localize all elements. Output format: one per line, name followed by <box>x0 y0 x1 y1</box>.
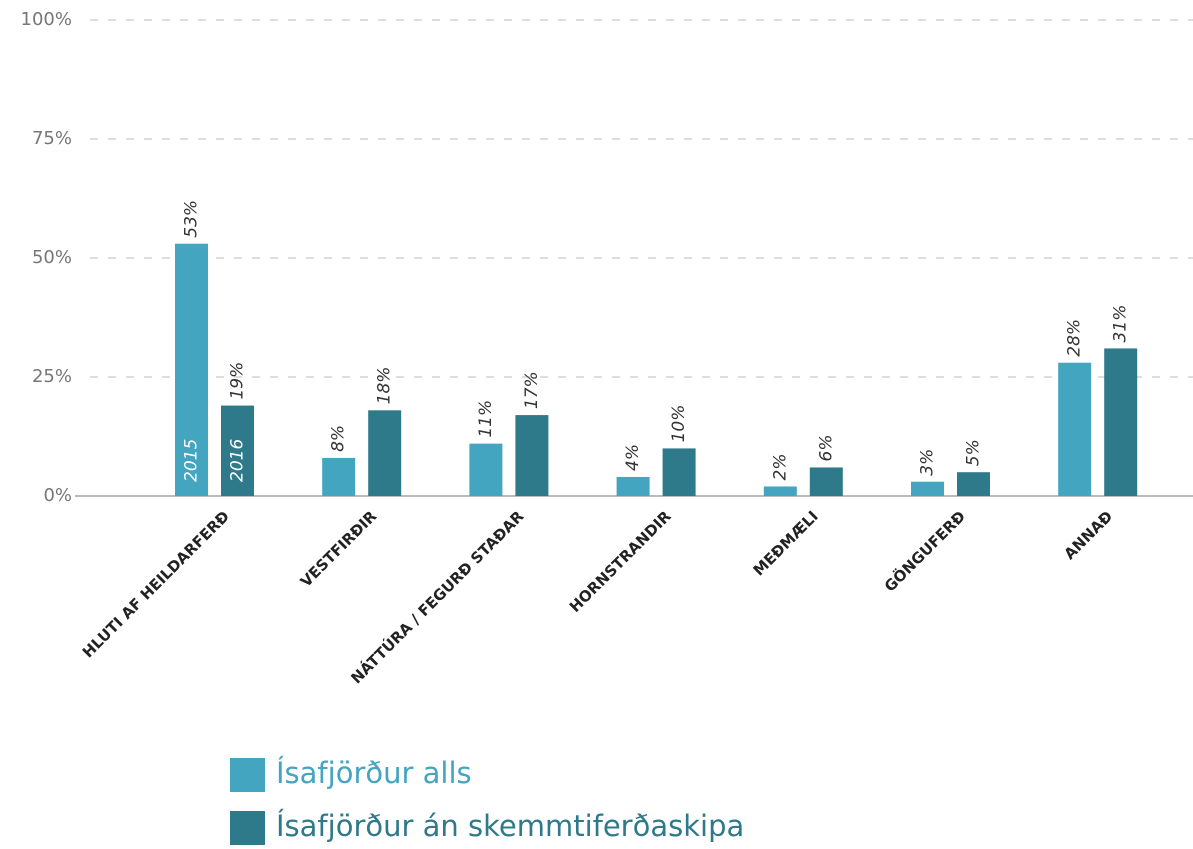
y-tick-label: 100% <box>21 9 72 30</box>
bar <box>368 410 402 496</box>
data-label: 18% <box>375 367 395 405</box>
bar <box>763 486 797 496</box>
data-label: 4% <box>623 444 643 471</box>
y-tick-label: 25% <box>32 366 72 387</box>
bar <box>957 472 990 496</box>
bar <box>1058 362 1092 496</box>
legend-swatch <box>230 811 265 845</box>
bar <box>175 243 208 496</box>
bar <box>1104 348 1138 496</box>
bar <box>221 405 254 496</box>
x-tick-label: HORNSTRANDIR <box>566 507 675 616</box>
y-tick-label: 0% <box>43 485 72 506</box>
bar <box>809 467 843 496</box>
data-label: 6% <box>816 434 836 461</box>
data-label: 5% <box>964 439 984 466</box>
x-tick-label: MEÐMÆLI <box>750 507 822 579</box>
x-tick-label: VESTFIRÐIR <box>297 507 381 591</box>
bar <box>911 481 944 496</box>
data-label: 28% <box>1065 319 1085 357</box>
bar <box>515 415 549 496</box>
bar <box>469 443 503 496</box>
data-label: 17% <box>522 371 542 409</box>
x-tick-label: NÁTTÚRA / FEGURÐ STAÐAR <box>347 506 528 687</box>
legend-label: Ísafjörður alls <box>276 756 472 790</box>
bar <box>616 476 650 496</box>
data-label: 31% <box>1111 305 1131 343</box>
bar <box>662 448 696 496</box>
data-label: 10% <box>669 405 689 443</box>
y-tick-label: 50% <box>32 247 72 268</box>
data-label: 2% <box>770 453 790 480</box>
annotation: 2016 <box>228 439 248 482</box>
x-tick-label: HLUTI AF HEILDARFERÐ <box>79 507 233 661</box>
y-tick-label: 75% <box>32 128 72 149</box>
data-label: 8% <box>329 425 349 452</box>
data-label: 53% <box>182 200 202 238</box>
data-label: 11% <box>476 400 496 438</box>
legend-swatch <box>230 758 265 792</box>
x-tick-label: ANNAÐ <box>1060 507 1116 563</box>
data-label: 3% <box>918 449 938 476</box>
data-label: 19% <box>228 362 248 400</box>
x-tick-label: GÖNGUFERÐ <box>880 507 969 596</box>
bar <box>322 457 356 496</box>
annotation: 2015 <box>182 439 202 482</box>
legend-label: Ísafjörður án skemmtiferðaskipa <box>276 809 744 843</box>
